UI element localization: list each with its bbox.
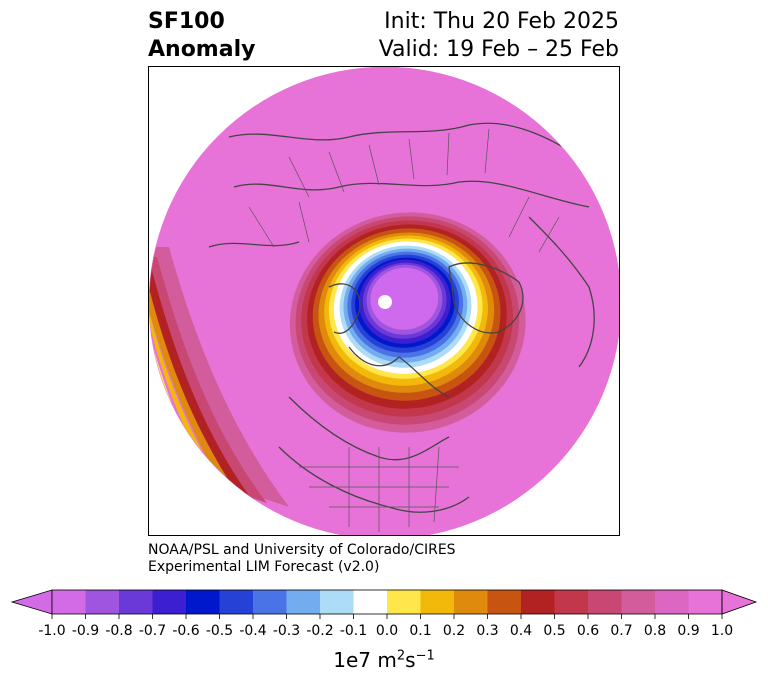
colorbar-tick-label: 0.2 xyxy=(443,623,465,639)
colorbar-segment xyxy=(286,590,321,614)
colorbar-tick-label: 0.6 xyxy=(577,623,599,639)
colorbar-tick-label: -0.4 xyxy=(239,623,266,639)
init-date: Init: Thu 20 Feb 2025 xyxy=(384,9,619,34)
colorbar-tick-label: -1.0 xyxy=(38,623,65,639)
colorbar: -1.0 -0.9 -0.8 -0.7 -0.6 -0.5 -0.4 -0.3 -0.2 -0.1… xyxy=(10,589,758,639)
pole-marker xyxy=(378,295,392,309)
map-title: SF100 Anomaly xyxy=(148,8,255,64)
forecast-dates: Init: Thu 20 Feb 2025 Valid: 19 Feb – 25… xyxy=(379,8,619,64)
colorbar-segment xyxy=(219,590,254,614)
colorbar-segment xyxy=(52,590,86,614)
colorbar-segment xyxy=(521,590,555,614)
unit-exp-1: 2 xyxy=(396,648,406,664)
colorbar-tick-label: -0.7 xyxy=(139,623,166,639)
colorbar-segment xyxy=(588,590,622,614)
colorbar-segment xyxy=(387,590,421,614)
colorbar-segment xyxy=(688,590,723,614)
colorbar-tick-label: -0.8 xyxy=(105,623,132,639)
variable-name: SF100 xyxy=(148,9,225,34)
unit-mid: s xyxy=(405,648,416,672)
colorbar-tick-label: 0.4 xyxy=(510,623,532,639)
colorbar-tick-label: -0.9 xyxy=(72,623,99,639)
credit-line-2: Experimental LIM Forecast (v2.0) xyxy=(148,559,380,575)
colorbar-segment xyxy=(621,590,656,614)
colorbar-under-arrow xyxy=(10,589,53,615)
anomaly-map xyxy=(149,67,619,535)
colorbar-segment xyxy=(85,590,120,614)
colorbar-segment xyxy=(152,590,187,614)
colorbar-tick-label: 0.0 xyxy=(376,623,398,639)
colorbar-segment xyxy=(554,590,589,614)
colorbar-segment xyxy=(320,590,354,614)
colorbar-segment xyxy=(655,590,689,614)
credit-line-1: NOAA/PSL and University of Colorado/CIRE… xyxy=(148,542,456,558)
colorbar-segment xyxy=(186,590,220,614)
colorbar-over-arrow xyxy=(721,589,758,615)
credit-text: NOAA/PSL and University of Colorado/CIRE… xyxy=(148,542,456,576)
unit-exp-2: −1 xyxy=(415,648,435,664)
colorbar-tick-label: -0.6 xyxy=(172,623,199,639)
colorbar-segment xyxy=(454,590,488,614)
colorbar-tick-label: 0.5 xyxy=(543,623,565,639)
colorbar-segment xyxy=(487,590,522,614)
map-panel xyxy=(148,66,620,536)
colorbar-segment xyxy=(253,590,287,614)
colorbar-tick-label: 0.7 xyxy=(610,623,632,639)
unit-base: 1e7 m xyxy=(333,648,397,672)
colorbar-tick-label: 0.8 xyxy=(644,623,666,639)
colorbar-tick-label: -0.1 xyxy=(340,623,367,639)
colorbar-tick-label: -0.2 xyxy=(306,623,333,639)
colorbar-tick-label: -0.3 xyxy=(273,623,300,639)
colorbar-tick-label: -0.5 xyxy=(206,623,233,639)
variable-kind: Anomaly xyxy=(148,37,256,62)
colorbar-segment xyxy=(353,590,388,614)
colorbar-segment xyxy=(119,590,153,614)
colorbar-tick-label: 1.0 xyxy=(711,623,733,639)
colorbar-unit-label: 1e7 m2s−1 xyxy=(0,648,768,672)
valid-range: Valid: 19 Feb – 25 Feb xyxy=(378,37,619,62)
colorbar-tick-label: 0.9 xyxy=(677,623,699,639)
country-borders xyxy=(248,128,560,532)
colorbar-tick-label: 0.3 xyxy=(476,623,498,639)
colorbar-tick-label: 0.1 xyxy=(409,623,431,639)
colorbar-segment xyxy=(420,590,455,614)
